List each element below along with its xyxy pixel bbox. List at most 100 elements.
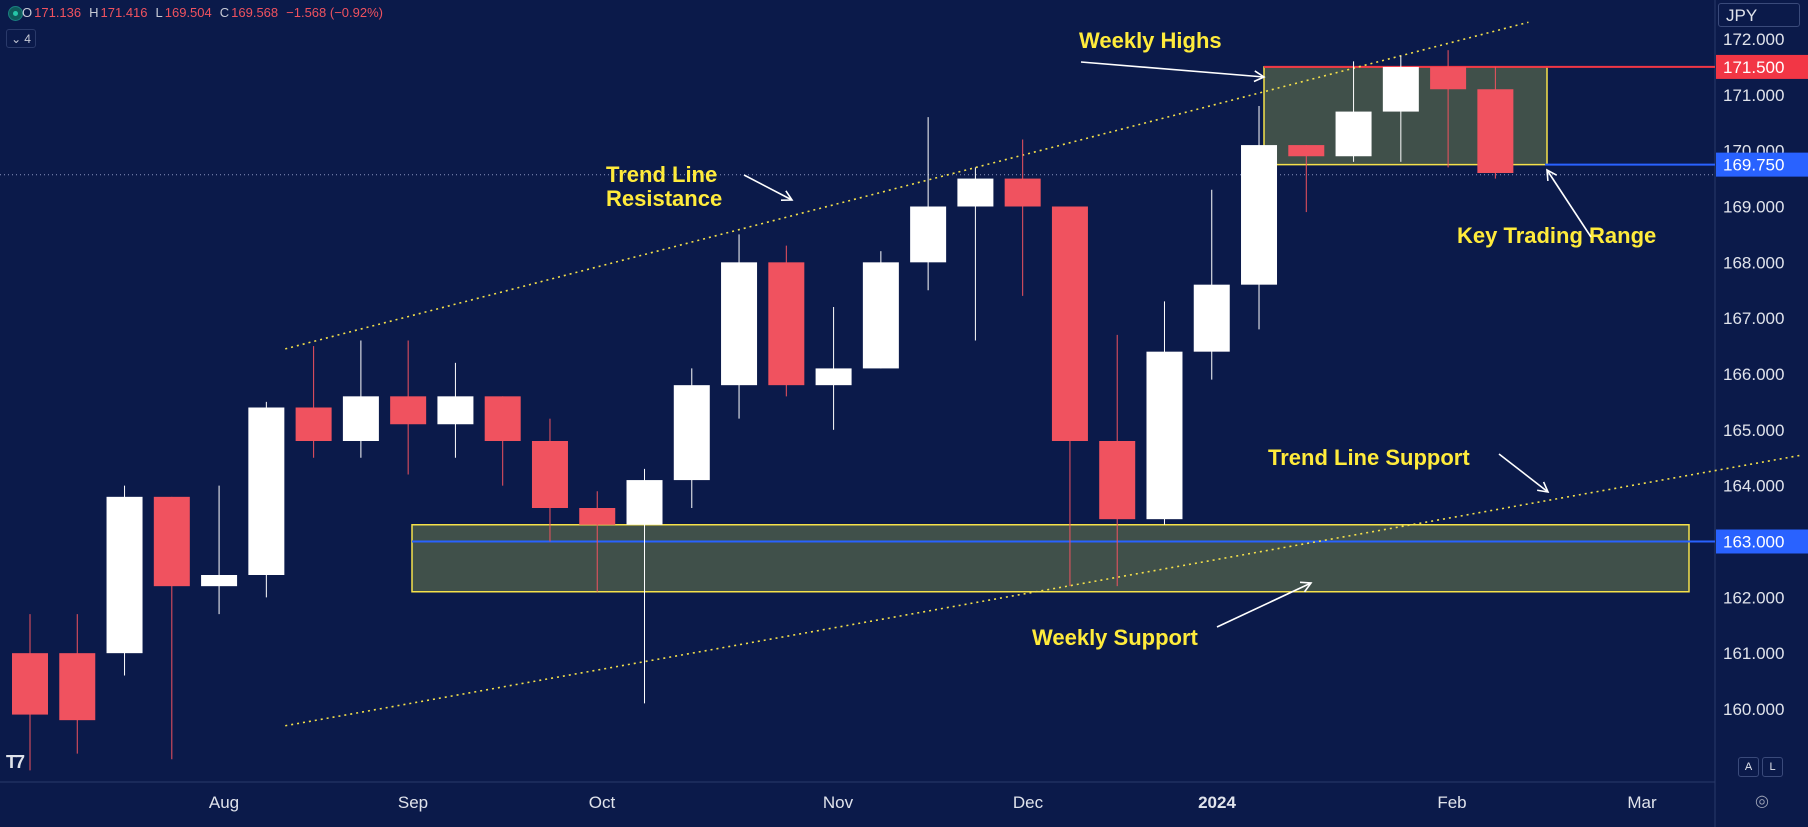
annotation-arrowhead-2	[1546, 168, 1558, 182]
y-tick-label: 160.000	[1723, 700, 1784, 719]
ohlc-high-key: H	[89, 5, 99, 20]
candle-body-27	[1288, 145, 1325, 157]
annotation-label-0: Weekly Highs	[1079, 28, 1222, 53]
candle-body-31	[1477, 89, 1514, 173]
currency-select[interactable]: JPY	[1718, 3, 1800, 27]
auto-scale-button[interactable]: A	[1738, 757, 1759, 777]
ohlc-high-value: 171.416	[100, 5, 148, 20]
candle-body-7	[342, 396, 379, 441]
candle-1	[59, 614, 96, 754]
ohlc-close-value: 169.568	[231, 5, 279, 20]
y-tick-label: 171.000	[1723, 86, 1784, 105]
candle-body-2	[106, 496, 143, 654]
x-tick-label: Sep	[398, 793, 428, 812]
price-tag-label-1: 169.750	[1723, 156, 1784, 175]
trend-line-1	[285, 454, 1803, 727]
candle-4	[201, 485, 238, 615]
annotation-arrowhead-0	[1253, 70, 1266, 83]
candle-body-15	[721, 262, 758, 386]
annotation-arrowhead-3	[1537, 481, 1550, 494]
y-tick-label: 168.000	[1723, 253, 1784, 272]
x-tick-label: Dec	[1013, 793, 1044, 812]
x-tick-label: Feb	[1437, 793, 1466, 812]
y-tick-label: 167.000	[1723, 309, 1784, 328]
candle-body-20	[957, 178, 994, 207]
x-tick-label: 2024	[1198, 793, 1236, 812]
price-tag-bg-1	[1716, 152, 1808, 177]
zone-1	[411, 524, 1690, 593]
candle-6	[295, 346, 332, 458]
candle-30	[1430, 50, 1467, 168]
candle-body-0	[12, 653, 48, 715]
candle-8	[390, 340, 427, 475]
candle-14	[673, 368, 710, 508]
candle-body-22	[1051, 206, 1088, 441]
candle-body-6	[295, 407, 332, 441]
y-tick-label: 162.000	[1723, 588, 1784, 607]
candle-22	[1051, 206, 1088, 587]
candle-28	[1335, 61, 1372, 162]
candle-body-10	[484, 396, 521, 441]
candle-13	[626, 468, 663, 704]
x-tick-label: Aug	[209, 793, 239, 812]
log-scale-button[interactable]: L	[1762, 757, 1783, 777]
market-status-icon	[8, 6, 23, 21]
candle-26	[1241, 106, 1278, 330]
ohlc-low-key: L	[155, 5, 163, 20]
y-tick-label: 165.000	[1723, 421, 1784, 440]
candle-body-19	[910, 206, 947, 263]
ohlc-open-key: O	[22, 5, 33, 20]
candle-24	[1146, 301, 1183, 525]
candle-body-13	[626, 480, 663, 525]
ohlc-low-value: 169.504	[164, 5, 212, 20]
candle-21	[1004, 139, 1041, 296]
x-tick-label: Oct	[589, 793, 616, 812]
candle-5	[248, 401, 285, 598]
annotation-label-4: Weekly Support	[1032, 625, 1199, 650]
candle-15	[721, 234, 758, 419]
ohlc-legend: O 171.136 H 171.416 L 169.504 C 169.568 −1.5…	[22, 5, 389, 20]
candle-25	[1193, 189, 1230, 380]
tradingview-logo-icon: T7	[6, 752, 25, 772]
candle-body-5	[248, 407, 285, 575]
y-tick-label: 172.000	[1723, 30, 1784, 49]
candle-body-8	[390, 396, 427, 425]
candle-9	[437, 362, 474, 458]
annotation-label-1: Trend Line Resistance	[606, 162, 722, 211]
candle-body-3	[153, 496, 190, 587]
candle-16	[768, 245, 805, 397]
indicators-toggle-button[interactable]: ⌄ 4	[6, 29, 36, 48]
candle-body-21	[1004, 178, 1041, 207]
candle-7	[342, 340, 379, 458]
candle-3	[153, 496, 190, 760]
candle-body-9	[437, 396, 474, 425]
candle-body-17	[815, 368, 852, 386]
ohlc-close-key: C	[219, 5, 230, 20]
annotation-arrowhead-4	[1299, 581, 1313, 593]
annotation-arrow-0	[1080, 61, 1265, 78]
candle-2	[106, 485, 143, 676]
candle-body-1	[59, 653, 96, 721]
settings-gear-icon[interactable]: ◎	[1755, 793, 1769, 810]
candle-body-4	[201, 575, 238, 587]
candle-11	[531, 418, 568, 542]
candle-body-26	[1241, 145, 1278, 285]
candle-17	[815, 307, 852, 430]
candle-29	[1382, 55, 1419, 162]
trend-line-0	[285, 21, 1529, 350]
x-tick-label: Nov	[823, 793, 854, 812]
candle-body-25	[1193, 284, 1230, 352]
y-tick-label: 166.000	[1723, 365, 1784, 384]
annotation-arrow-4	[1216, 582, 1312, 628]
annotation-arrow-3	[1498, 453, 1549, 493]
annotation-arrow-1	[743, 174, 793, 201]
candle-0	[12, 614, 48, 771]
candle-19	[910, 117, 947, 291]
annotation-label-3: Trend Line Support	[1268, 445, 1470, 470]
candle-body-18	[862, 262, 899, 369]
y-tick-label: 169.000	[1723, 198, 1784, 217]
annotation-label-2: Key Trading Range	[1457, 223, 1656, 248]
y-tick-label: 164.000	[1723, 477, 1784, 496]
